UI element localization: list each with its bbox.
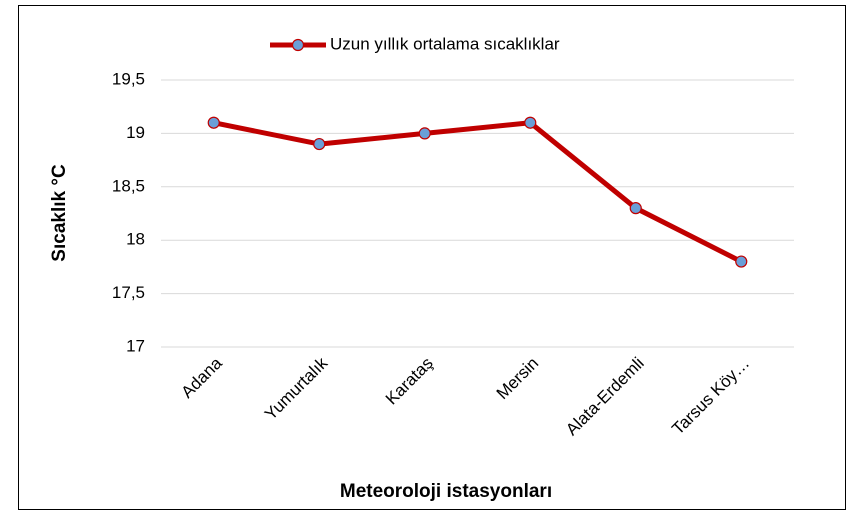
data-point [313, 137, 326, 151]
y-tick-label: 18,5 [112, 176, 145, 195]
series-line [213, 120, 743, 264]
chart-frame [18, 5, 846, 510]
legend-marker [291, 38, 305, 52]
data-point [207, 116, 220, 129]
y-tick-label: 18 [126, 230, 145, 249]
y-tick-label: 19 [126, 123, 145, 142]
x-axis-title: Meteoroloji istasyonları [340, 481, 552, 502]
y-axis-title: Sıcaklık °C [49, 164, 70, 262]
data-point [524, 116, 537, 129]
data-point [735, 255, 748, 268]
data-point [418, 127, 431, 140]
y-tick-label: 19,5 [112, 69, 145, 88]
data-point [629, 202, 642, 215]
legend-label: Uzun yıllık ortalama sıcaklıklar [330, 34, 560, 53]
y-tick-label: 17,5 [112, 283, 145, 302]
y-tick-label: 17 [126, 336, 145, 355]
